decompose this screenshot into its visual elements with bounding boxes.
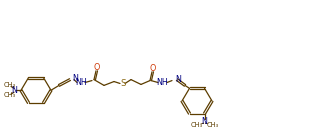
Text: CH₃: CH₃ [206, 122, 219, 128]
Text: N: N [202, 117, 207, 126]
Text: N: N [72, 74, 78, 83]
Text: N: N [175, 75, 181, 84]
Text: CH₃: CH₃ [191, 122, 203, 128]
Text: CH₃: CH₃ [4, 82, 16, 88]
Text: O: O [94, 63, 100, 72]
Text: O: O [150, 64, 156, 73]
Text: NH: NH [156, 78, 168, 87]
Text: NH: NH [75, 78, 87, 87]
Text: N: N [11, 86, 17, 95]
Text: S: S [120, 79, 126, 88]
Text: CH₃: CH₃ [4, 92, 16, 98]
